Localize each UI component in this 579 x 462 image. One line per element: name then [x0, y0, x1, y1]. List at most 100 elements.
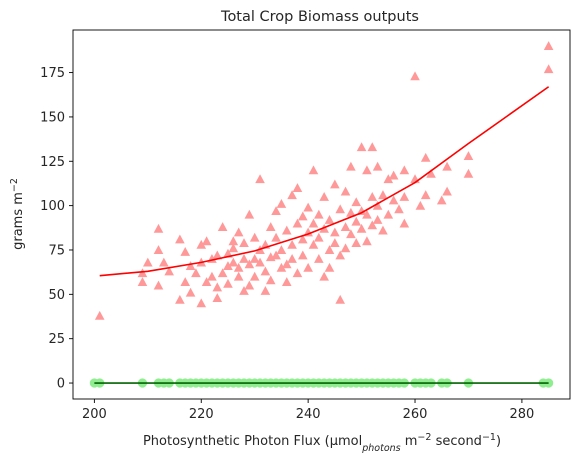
data-point-triangle [346, 161, 356, 171]
y-tick-label: 150 [40, 110, 65, 125]
data-point-triangle [287, 190, 297, 200]
data-point-triangle [410, 71, 420, 81]
data-point-triangle [297, 211, 308, 221]
data-point-triangle [249, 254, 260, 263]
data-point-triangle [436, 195, 447, 205]
data-point-triangle [356, 142, 367, 152]
data-point-triangle [319, 191, 329, 201]
data-point-triangle [255, 174, 265, 184]
data-point-triangle [201, 236, 212, 246]
data-point-triangle [324, 262, 335, 272]
data-point-triangle [388, 195, 399, 205]
data-point-triangle [265, 222, 276, 231]
data-point-triangle [191, 268, 201, 278]
data-point-triangle [164, 266, 174, 276]
data-point-triangle [297, 250, 308, 260]
data-point-triangle [463, 151, 474, 161]
data-point-triangle [442, 161, 452, 171]
data-point-triangle [94, 310, 105, 320]
y-axis-label: grams m−2 [9, 178, 27, 250]
data-point-triangle [244, 259, 255, 269]
x-tick-label: 220 [189, 407, 214, 422]
data-point-triangle [340, 243, 351, 253]
data-point-triangle [276, 262, 287, 272]
data-point-triangle [217, 222, 228, 231]
data-point-triangle [372, 161, 383, 171]
data-point-triangle [356, 206, 367, 216]
data-point-triangle [399, 191, 410, 201]
x-axis: 200 220 240 260 280 [82, 399, 534, 422]
data-point-triangle [271, 232, 281, 242]
data-point-triangle [180, 277, 191, 286]
data-point-triangle [415, 200, 426, 210]
data-point-triangle [244, 280, 255, 290]
data-point-triangle [330, 227, 340, 237]
data-point-triangle [303, 202, 313, 212]
data-point-triangle [308, 239, 319, 249]
data-point-triangle [223, 261, 233, 271]
data-point-triangle [335, 204, 346, 214]
y-tick-label: 25 [48, 332, 65, 347]
trend-line-red [99, 86, 550, 277]
data-point-triangle [175, 234, 185, 244]
data-point-triangle [399, 218, 410, 228]
data-point-triangle [244, 209, 255, 219]
data-point-triangle [399, 165, 410, 175]
data-point-triangle [378, 190, 388, 200]
y-tick-label: 175 [40, 66, 65, 81]
data-point-triangle [442, 186, 452, 196]
data-point-triangle [228, 257, 239, 267]
data-point-triangle [324, 215, 335, 224]
data-point-triangle [287, 254, 297, 263]
data-point-triangle [175, 294, 185, 304]
data-point-triangle [297, 234, 308, 244]
data-point-triangle [340, 222, 351, 231]
data-point-triangle [137, 277, 148, 286]
data-point-triangle [319, 271, 329, 281]
data-point-triangle [394, 204, 404, 214]
data-point-triangle [324, 245, 335, 255]
data-point-triangle [383, 174, 394, 184]
data-point-triangle [303, 262, 313, 272]
data-point-triangle [260, 285, 271, 295]
data-point-triangle [383, 209, 394, 219]
data-point-triangle [543, 41, 554, 51]
data-point-triangle [159, 257, 169, 267]
data-point-triangle [340, 186, 351, 196]
data-point-triangle [330, 238, 340, 247]
data-point-triangle [196, 239, 207, 249]
x-axis-label: Photosynthetic Photon Flux (µmolphotons … [143, 432, 501, 454]
data-point-triangle [287, 239, 297, 249]
data-point-triangle [276, 199, 287, 208]
data-point-triangle [351, 238, 362, 247]
y-tick-label: 50 [48, 288, 65, 303]
data-point-triangle [153, 245, 164, 255]
data-point-triangle [351, 216, 362, 226]
chart-title: Total Crop Biomass outputs [220, 9, 419, 25]
data-point-triangle [255, 257, 265, 267]
data-point-triangle [223, 278, 233, 288]
data-point-triangle [388, 170, 399, 180]
y-tick-label: 0 [57, 377, 65, 392]
x-tick-label: 240 [296, 407, 321, 422]
data-point-triangle [271, 206, 281, 216]
data-point-triangle [378, 225, 388, 235]
data-point-triangle [185, 287, 196, 297]
data-point-triangle [239, 238, 249, 247]
data-point-triangle [346, 229, 356, 239]
x-tick-label: 280 [509, 407, 534, 422]
data-point-triangle [233, 262, 244, 272]
data-point-triangle [212, 282, 223, 292]
x-tick-label: 200 [82, 407, 107, 422]
data-point-triangle [212, 250, 223, 260]
y-tick-label: 75 [48, 243, 65, 258]
data-point-triangle [362, 236, 372, 246]
data-point-triangle [233, 271, 244, 281]
data-point-triangle [239, 285, 249, 295]
data-point-triangle [292, 218, 303, 228]
data-point-triangle [362, 165, 372, 175]
data-point-triangle [351, 197, 362, 207]
x-tick-label: 260 [403, 407, 428, 422]
data-point-triangle [314, 232, 324, 242]
